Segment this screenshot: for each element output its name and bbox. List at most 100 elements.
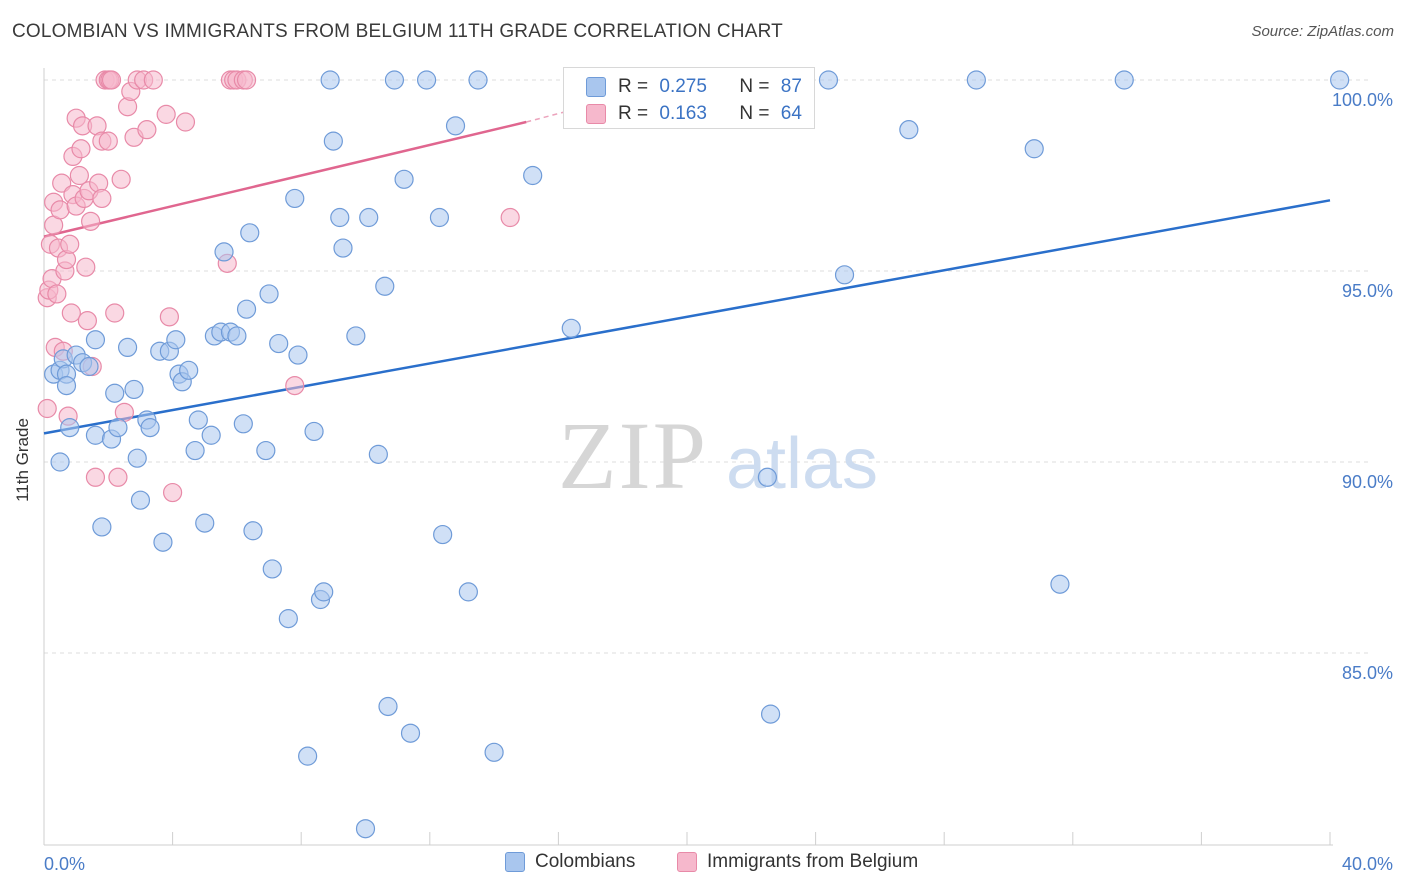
belgium-point [61, 303, 81, 323]
belgium-point [236, 70, 257, 90]
colombian-point [384, 70, 405, 90]
colombian-point [56, 376, 77, 396]
n-label: N = [739, 103, 770, 124]
series-legend: Colombians Immigrants from Belgium [0, 851, 1406, 879]
x-tick-label: 0.0% [44, 854, 85, 874]
colombian-point [355, 819, 376, 839]
colombian-point [433, 524, 453, 545]
belgium-point [77, 311, 98, 331]
colombian-point [236, 299, 257, 319]
colombian-point [60, 418, 80, 438]
trend-lines [43, 100, 1331, 435]
colombian-point [378, 696, 398, 717]
belgium-point [76, 257, 96, 277]
colombian-point [201, 425, 221, 445]
colombian-point [359, 207, 379, 228]
belgium-point [101, 70, 122, 90]
colombian-point [117, 337, 138, 357]
colombian-point [320, 70, 340, 90]
colombian-point [445, 116, 466, 136]
colombian-point [127, 448, 147, 468]
belgium-point [37, 398, 57, 419]
colombian-point [394, 169, 414, 189]
colombian-point [1050, 574, 1070, 594]
n-label: N = [739, 76, 770, 97]
data-points [37, 70, 1350, 839]
colombian-point [368, 444, 388, 464]
colombian-point [400, 723, 421, 743]
colombian-point [304, 421, 324, 442]
belgium-point [81, 211, 101, 231]
colombian-point [834, 265, 855, 285]
stats-row-colombians: R = 0.275 N = 87 [586, 73, 802, 101]
legend-item-belgium[interactable]: Immigrants from Belgium [677, 851, 918, 873]
axes [43, 68, 1333, 846]
belgium-point [71, 139, 91, 159]
colombian-point [188, 410, 208, 430]
colombian-point [458, 582, 478, 602]
colombian-point [214, 242, 234, 262]
belgium-point [50, 200, 70, 220]
y-tick-label: 90.0% [1342, 472, 1393, 492]
belgium-point [47, 284, 67, 304]
watermark: ZIP atlas [558, 402, 878, 509]
colombian-point [50, 452, 70, 472]
legend-label-belgium: Immigrants from Belgium [707, 851, 919, 872]
colombian-point [1330, 70, 1350, 90]
colombian-point [1114, 70, 1134, 90]
colombian-point [269, 333, 289, 354]
belgium-point [52, 173, 72, 193]
belgium-point [143, 70, 163, 90]
stats-legend: R = 0.275 N = 87 R = 0.163 N = 64 [563, 67, 815, 129]
y-tick-label: 85.0% [1342, 663, 1393, 683]
colombian-point [227, 326, 247, 346]
r-value: 0.275 [659, 76, 707, 97]
belgium-point [159, 307, 179, 327]
colombian-point [346, 326, 366, 346]
source-label: Source: ZipAtlas.com [1251, 23, 1394, 40]
y-tick-label: 95.0% [1342, 281, 1393, 301]
colombian-point [375, 276, 395, 296]
belgium-point [92, 188, 112, 209]
belgium-point [98, 131, 118, 151]
chart-title: COLOMBIAN VS IMMIGRANTS FROM BELGIUM 11T… [12, 21, 783, 42]
belgium-point [60, 234, 80, 254]
n-value: 87 [780, 76, 802, 97]
belgium-swatch [586, 104, 606, 124]
colombian-point [259, 284, 279, 304]
colombian-point [240, 223, 260, 243]
colombian-point [185, 440, 205, 461]
colombians-legend-swatch [505, 852, 525, 872]
colombian-point [760, 704, 781, 724]
y-tick-label: 100.0% [1332, 90, 1393, 110]
colombian-point [85, 425, 106, 445]
colombian-point [256, 440, 276, 461]
watermark-atlas: atlas [726, 424, 878, 504]
grid-lines [44, 79, 1370, 654]
r-label: R = [618, 103, 649, 124]
belgium-point [108, 467, 128, 487]
colombian-point [79, 356, 99, 377]
colombian-point [484, 742, 504, 762]
belgium-point [500, 207, 520, 228]
colombian-trend-line [43, 199, 1331, 435]
tick-labels: 85.0% 90.0% 95.0% 100.0% 0.0% 40.0% [44, 90, 1393, 874]
belgium-point [156, 104, 176, 124]
belgium-point [285, 376, 305, 396]
colombian-point [333, 238, 353, 258]
colombian-point [899, 120, 919, 140]
colombian-point [298, 746, 318, 766]
colombian-point [330, 207, 350, 228]
colombian-point [140, 418, 160, 438]
colombian-point [233, 414, 253, 434]
colombian-point [429, 207, 450, 228]
colombian-point [278, 609, 298, 629]
belgium-legend-swatch [677, 852, 697, 872]
colombian-point [124, 379, 144, 400]
belgium-point [69, 165, 89, 186]
legend-item-colombians[interactable]: Colombians [505, 851, 635, 873]
colombian-point [243, 521, 263, 541]
x-tick-label: 40.0% [1342, 854, 1393, 874]
colombian-point [92, 517, 112, 537]
